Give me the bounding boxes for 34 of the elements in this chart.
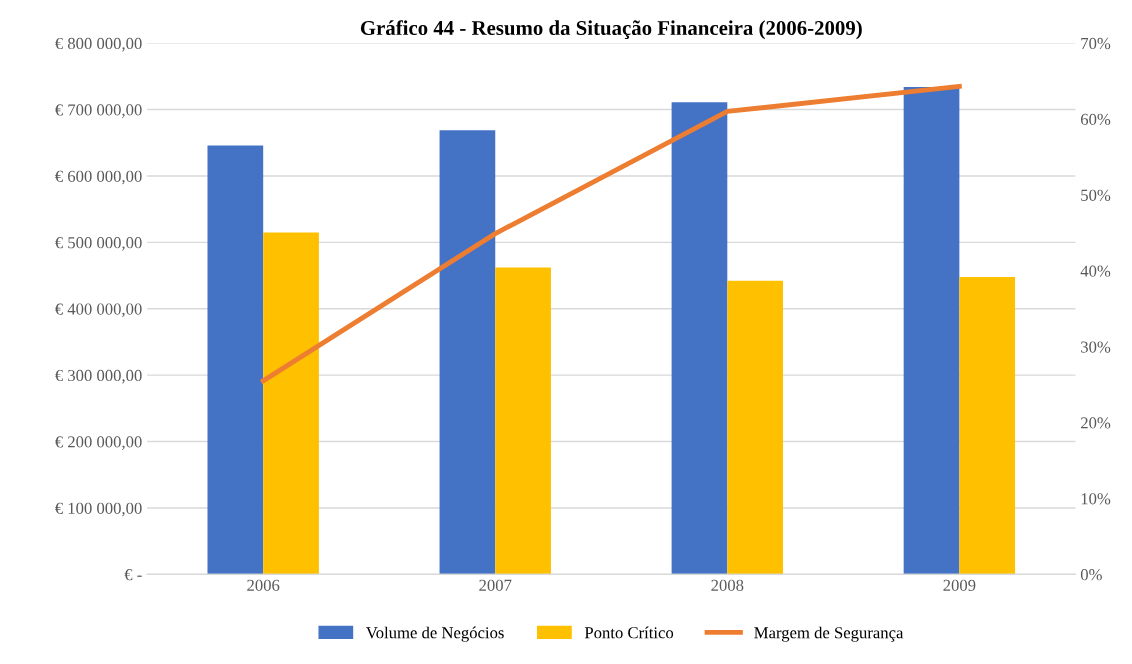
legend-label: Margem de Segurança bbox=[754, 626, 904, 642]
bar bbox=[439, 130, 496, 575]
y-tick-label: € 400 000,00 bbox=[55, 303, 142, 318]
y2-tick-label: 20% bbox=[1080, 417, 1111, 429]
bar bbox=[959, 276, 1016, 575]
chart-title: Gráfico 44 - Resumo da Situação Financeira (2006-2009) bbox=[360, 20, 862, 40]
x-tick-label: 2007 bbox=[479, 579, 512, 591]
y2-tick-label: 50% bbox=[1081, 189, 1111, 201]
y-tick-label: € 300 000,00 bbox=[55, 369, 142, 384]
x-tick-label: 2008 bbox=[711, 579, 744, 591]
y-tick-label: € 700 000,00 bbox=[55, 104, 142, 118]
y2-tick-label: 30% bbox=[1081, 341, 1111, 353]
y2-tick-label: 40% bbox=[1080, 265, 1111, 277]
y2-tick-label: 10% bbox=[1081, 493, 1111, 505]
y-tick-label: € 600 000,00 bbox=[55, 170, 142, 185]
y-tick-label: € - bbox=[124, 569, 142, 581]
bar bbox=[207, 145, 264, 575]
line-series bbox=[260, 83, 962, 384]
y-tick-label: € 800 000,00 bbox=[55, 37, 142, 52]
y-tick-label: € 100 000,00 bbox=[55, 502, 142, 517]
x-tick-label: 2006 bbox=[247, 579, 280, 591]
bar bbox=[495, 267, 551, 575]
bar bbox=[263, 232, 319, 575]
bar bbox=[671, 102, 728, 575]
x-tick-label: 2009 bbox=[943, 579, 976, 591]
bar bbox=[903, 86, 960, 575]
y2-tick-label: 60% bbox=[1080, 113, 1111, 126]
y-tick-label: € 200 000,00 bbox=[55, 436, 142, 450]
legend-label: Volume de Negócios bbox=[366, 626, 504, 642]
y-tick-label: € 500 000,00 bbox=[55, 237, 142, 251]
y2-tick-label: 70% bbox=[1081, 37, 1111, 50]
bar bbox=[727, 280, 783, 575]
y2-tick-label: 0% bbox=[1080, 569, 1102, 581]
legend-label: Ponto Crítico bbox=[584, 626, 674, 639]
